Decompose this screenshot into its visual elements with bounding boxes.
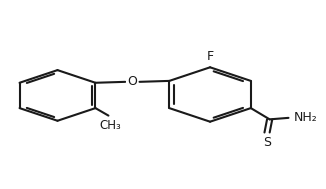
Text: CH₃: CH₃: [99, 119, 121, 132]
Text: O: O: [127, 75, 137, 88]
Text: S: S: [263, 136, 271, 149]
Text: F: F: [206, 50, 214, 63]
Text: NH₂: NH₂: [293, 111, 317, 124]
